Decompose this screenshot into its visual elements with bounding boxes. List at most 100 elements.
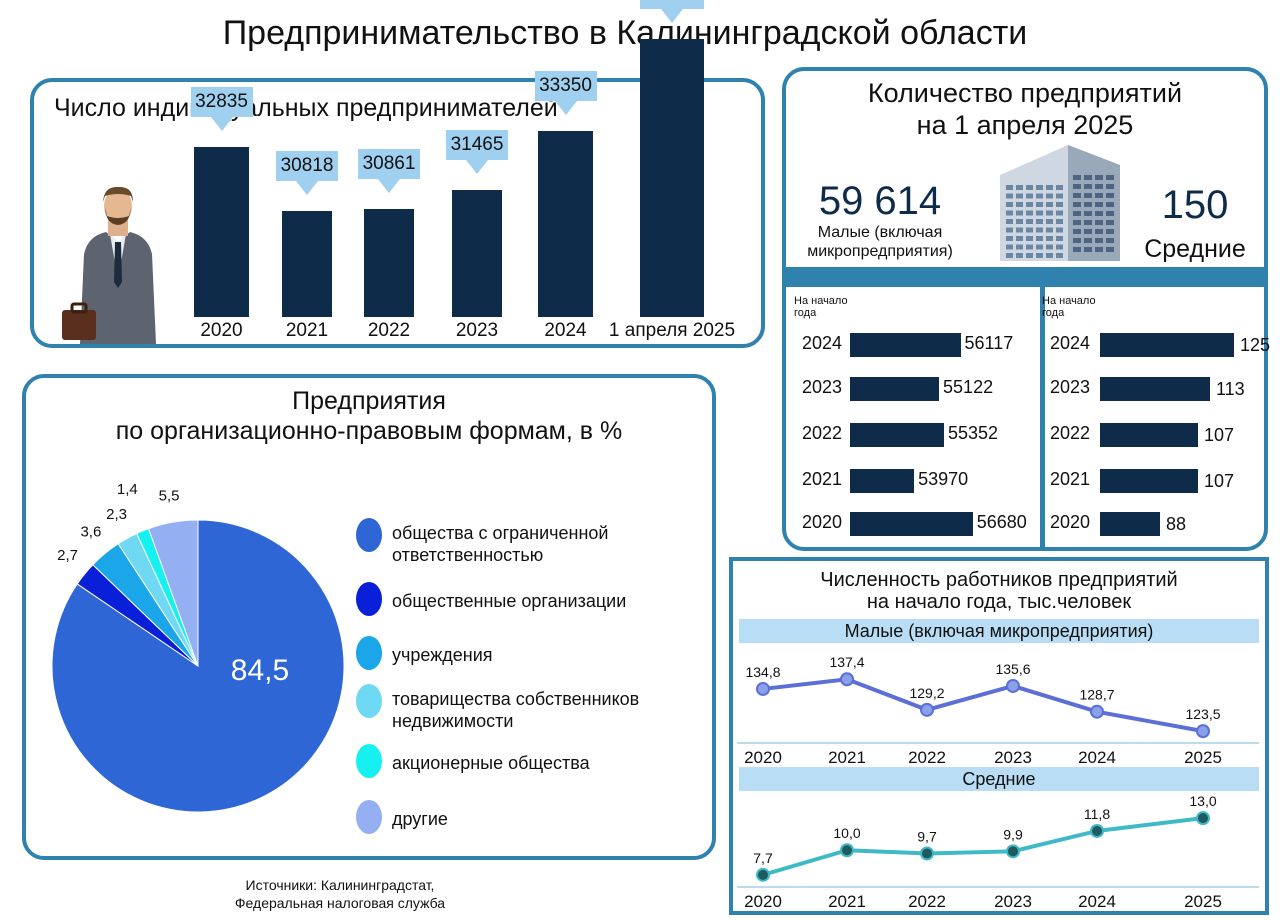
- building-window: [1095, 238, 1103, 243]
- office-building-icon: [1000, 145, 1120, 261]
- building-window: [1026, 202, 1033, 207]
- small-bar-value: 56680: [976, 512, 1027, 532]
- legend-swatch: [356, 582, 382, 616]
- year-tick-label: 2022: [908, 892, 946, 911]
- medium-bar-value: 88: [1166, 514, 1187, 534]
- ip-bar: [640, 39, 704, 317]
- legend-label-line2: ответственностью: [392, 545, 544, 565]
- year-tick-label: 2021: [828, 748, 866, 767]
- year-tick-label: 2023: [994, 892, 1032, 911]
- series-line: [762, 816, 1204, 877]
- building-window: [1046, 219, 1053, 224]
- building-window: [1095, 220, 1103, 225]
- series-point: [1196, 724, 1210, 739]
- year-tick-label: 2020: [744, 748, 782, 767]
- building-window: [1026, 193, 1033, 199]
- ip-bar: [194, 146, 249, 317]
- legend-swatch: [356, 744, 382, 778]
- building-window: [1036, 202, 1043, 207]
- ip-value-label: 30818: [276, 150, 338, 195]
- building-window: [1073, 238, 1081, 243]
- pie-slice-label: 2,3: [106, 506, 127, 523]
- small-bar-value: 55352: [948, 423, 999, 443]
- building-window: [1026, 253, 1033, 258]
- ip-year-label: 1 апреля 2025: [608, 320, 736, 341]
- building-window: [1036, 236, 1043, 241]
- building-window: [1095, 175, 1103, 180]
- point-label: 134,8: [745, 664, 780, 680]
- building-window: [1106, 193, 1114, 198]
- building-window: [1084, 193, 1092, 198]
- building-window: [1046, 253, 1053, 258]
- small-label-line2: микропредприятия): [807, 243, 953, 260]
- small-bar-value: 56117: [964, 333, 1014, 353]
- small-header: На начало года: [794, 295, 848, 319]
- small-bar-value: 55122: [943, 377, 994, 397]
- small-bar: [850, 333, 961, 357]
- sources-line1: Источники: Калининградстат,: [245, 877, 435, 893]
- workers-title-line1: Численность работников предприятий: [820, 569, 1178, 591]
- pie-slice-label: 2,7: [57, 547, 78, 564]
- series-point: [840, 672, 854, 687]
- ip-panel: Число индивидуальных предпринимателей 32…: [30, 0, 765, 348]
- building-window: [1036, 185, 1043, 190]
- building-window: [1084, 220, 1092, 225]
- building-window: [1006, 236, 1013, 241]
- pie-slice: [147, 519, 199, 667]
- legend-item: учреждения: [392, 644, 493, 666]
- medium-bar: [1100, 469, 1198, 493]
- ip-value-label: 36237: [640, 0, 704, 24]
- year-tick-label: 2020: [744, 892, 782, 911]
- medium-band: Средние: [739, 767, 1259, 791]
- small-bar: [850, 512, 973, 536]
- year-tick-label: 2024: [1078, 892, 1116, 911]
- building-window: [1016, 185, 1023, 190]
- building-window: [1036, 193, 1043, 199]
- building-window: [1056, 219, 1063, 224]
- point-label: 13,0: [1189, 793, 1216, 809]
- medium-header-line2: года: [1042, 307, 1065, 319]
- building-window: [1084, 175, 1092, 180]
- building-window: [1016, 227, 1023, 233]
- legend-swatch: [356, 800, 382, 834]
- year-tick-label: 2025: [1184, 748, 1222, 767]
- building-window: [1006, 210, 1013, 216]
- legend-item: общественные организации: [392, 590, 626, 612]
- workers-line-chart: 134,8 2020 137,4 2021 129,2 2022 135,6 2023 128,…: [737, 654, 1259, 911]
- building-window: [1046, 244, 1053, 250]
- ip-value-label: 31465: [446, 130, 508, 175]
- series-point: [1006, 844, 1020, 859]
- legend-label-line2: недвижимости: [392, 711, 514, 731]
- building-window: [1106, 211, 1114, 216]
- point-label: 135,6: [995, 661, 1030, 677]
- building-window: [1026, 185, 1033, 190]
- building-window: [1046, 210, 1053, 216]
- building-window: [1036, 210, 1043, 216]
- point-label: 11,8: [1084, 806, 1110, 822]
- small-enterprises-label: Малые (включая микропредприятия): [800, 223, 960, 261]
- small-label-line1: Малые (включая: [817, 224, 943, 241]
- point-label: 10,0: [833, 825, 860, 841]
- legend-item: товарищества собственников недвижимости: [392, 688, 639, 732]
- building-window: [1095, 202, 1103, 207]
- small-header-line2: года: [794, 307, 817, 319]
- building-window: [1016, 253, 1023, 258]
- medium-enterprises-value: 150: [1161, 183, 1229, 227]
- building-window: [1084, 229, 1092, 234]
- building-window: [1006, 244, 1013, 250]
- building-window: [1016, 202, 1023, 207]
- building-window: [1006, 193, 1013, 199]
- medium-bar: [1100, 423, 1198, 447]
- legend-label-line1: общественные организации: [392, 591, 627, 611]
- sources-line2: Федеральная налоговая служба: [234, 895, 446, 911]
- year-tick-label: 2021: [828, 892, 866, 911]
- medium-bar-value: 125: [1240, 335, 1271, 355]
- building-window: [1026, 219, 1033, 224]
- point-label: 9,9: [1003, 826, 1023, 842]
- year-tick-label: 2022: [908, 748, 946, 767]
- legend-label-line1: другие: [392, 809, 448, 829]
- building-window: [1046, 202, 1053, 207]
- building-window: [1036, 253, 1043, 258]
- enterprises-title-line2: на 1 апреля 2025: [916, 110, 1134, 140]
- building-window: [1106, 175, 1114, 180]
